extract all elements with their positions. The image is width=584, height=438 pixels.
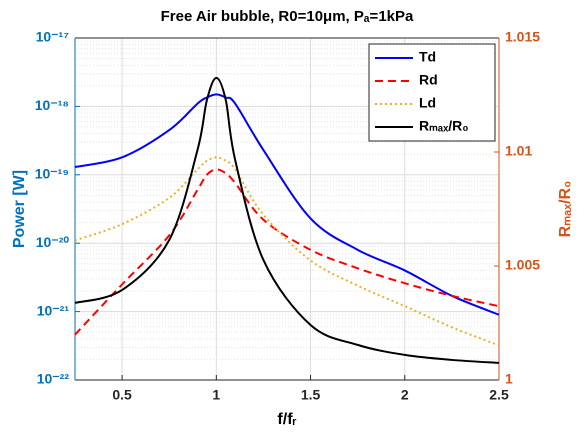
- y-tick-label: 10⁻²⁰: [36, 234, 70, 250]
- y2-tick-label: 1: [505, 371, 513, 387]
- y-tick-label: 10⁻¹⁸: [35, 97, 69, 113]
- y2-axis-label: Rₘₐₓ/R₀: [557, 181, 574, 238]
- y2-tick-label: 1.005: [505, 257, 540, 273]
- x-tick-label: 1.5: [301, 387, 321, 403]
- legend-label: Td: [419, 49, 436, 65]
- y-tick-label: 10⁻¹⁷: [36, 29, 70, 45]
- y-tick-label: 10⁻²¹: [37, 302, 70, 318]
- legend-box: [368, 43, 496, 142]
- series-line: [74, 93, 500, 316]
- chart-title: Free Air bubble, R0=10μm, Pₐ=1kPa: [161, 8, 414, 25]
- x-tick-label: 0.5: [112, 387, 132, 403]
- series-line: [74, 168, 500, 336]
- y-tick-label: 10⁻¹⁹: [35, 166, 69, 182]
- y2-tick-label: 1.01: [505, 143, 532, 159]
- series-line: [74, 156, 500, 347]
- y-axis-label: Power [W]: [11, 170, 28, 248]
- x-tick-label: 2: [401, 387, 409, 403]
- series-line: [74, 76, 500, 364]
- y-tick-label: 10⁻²²: [37, 371, 70, 387]
- legend-label: Rₘₐₓ/R₀: [419, 118, 469, 134]
- x-axis-label: f/fᵣ: [277, 411, 296, 428]
- x-tick-label: 2.5: [489, 387, 509, 403]
- legend-label: Rd: [419, 72, 438, 88]
- y2-tick-label: 1.015: [505, 29, 540, 45]
- legend-label: Ld: [419, 95, 436, 111]
- x-tick-label: 1: [212, 387, 220, 403]
